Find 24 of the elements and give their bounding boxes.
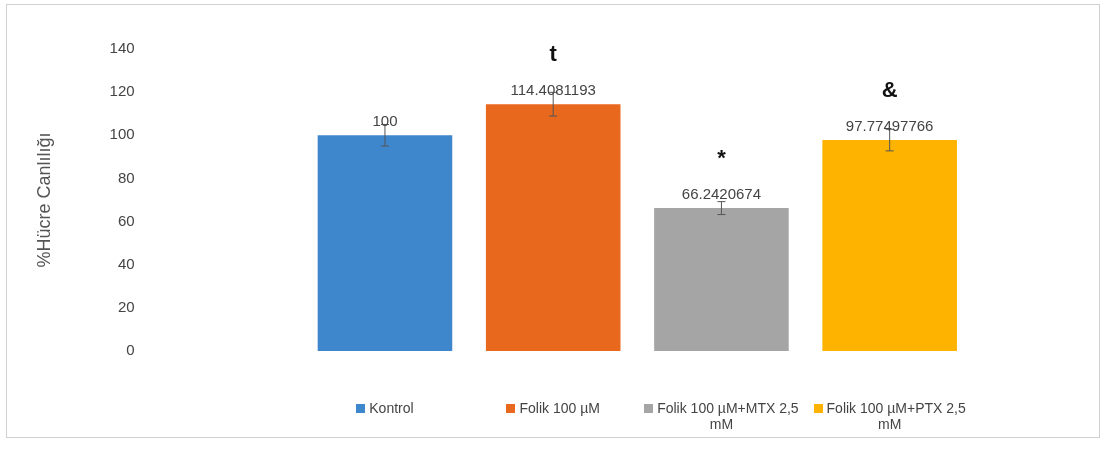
bar: [485, 104, 621, 351]
y-axis-title: %Hücre Canlılığı: [33, 132, 54, 268]
y-tick-label: 0: [126, 341, 135, 359]
legend-label: Folik 100 µM+MTX 2,5 mM: [656, 400, 800, 432]
y-tick-label: 60: [117, 211, 135, 229]
annotation: t: [549, 41, 558, 67]
legend-label: Folik 100 µM: [518, 400, 601, 416]
annotation: &: [881, 77, 898, 103]
y-tick-label: 140: [109, 39, 135, 57]
y-tick-label: 120: [109, 82, 135, 100]
legend-label: Kontrol: [368, 400, 415, 416]
data-label: 97.77497766: [845, 116, 934, 134]
bar: [822, 140, 957, 351]
bar: [317, 135, 453, 351]
y-tick-label: 40: [117, 254, 135, 272]
data-label: 114.4081193: [510, 80, 596, 98]
bar: [654, 208, 789, 351]
y-tick-label: 80: [117, 168, 135, 186]
legend-label: Folik 100 µM+PTX 2,5 mM: [825, 400, 967, 432]
y-tick-label: 20: [117, 298, 135, 315]
annotation: *: [717, 145, 727, 171]
data-label: 66.2420674: [681, 184, 762, 202]
y-tick-label: 100: [109, 125, 135, 143]
data-label: 100: [372, 111, 398, 129]
